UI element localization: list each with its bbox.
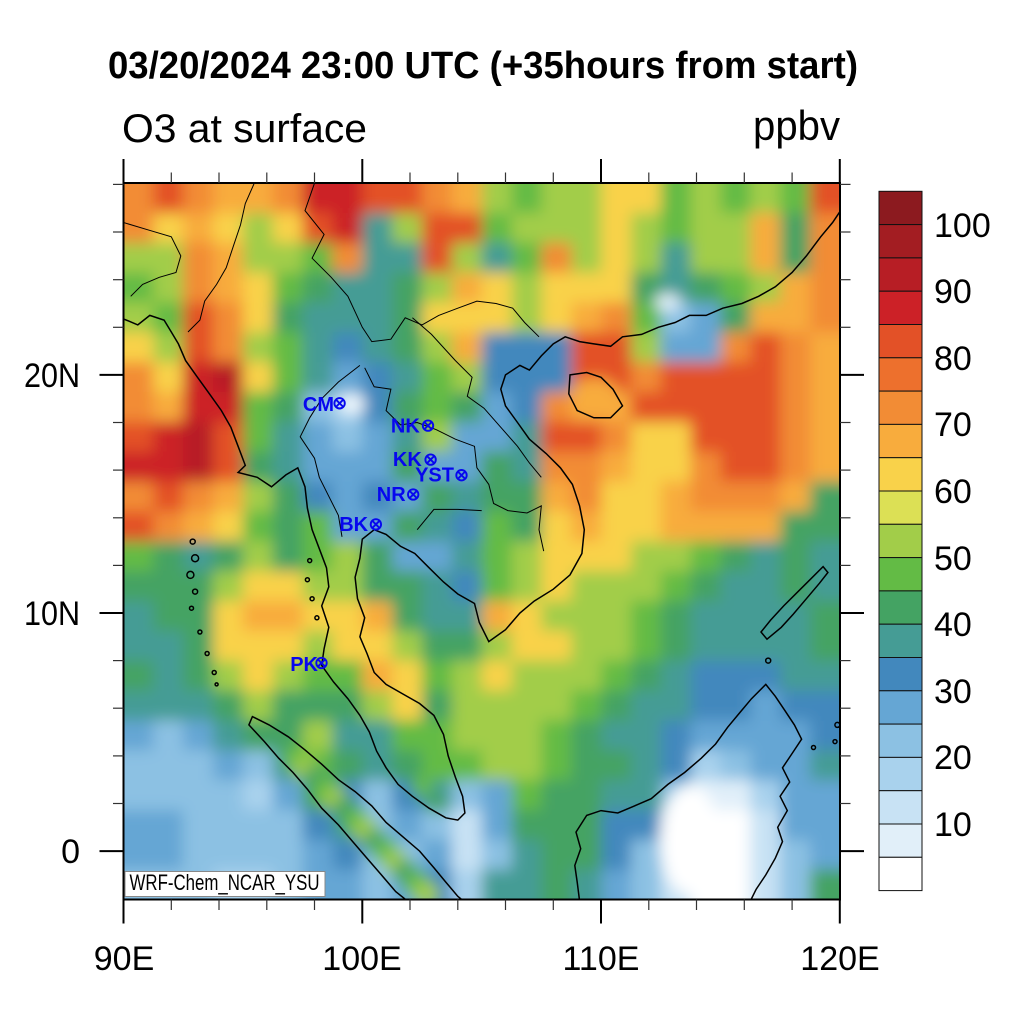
svg-text:90: 90: [934, 273, 972, 311]
svg-text:YST: YST: [415, 465, 454, 487]
svg-text:110E: 110E: [563, 940, 640, 978]
svg-text:10: 10: [934, 806, 972, 844]
svg-text:WRF-Chem_NCAR_YSU: WRF-Chem_NCAR_YSU: [130, 870, 320, 895]
svg-text:70: 70: [934, 406, 972, 444]
svg-text:KK: KK: [393, 449, 422, 471]
svg-text:120E: 120E: [800, 940, 879, 978]
svg-text:80: 80: [934, 340, 972, 378]
svg-text:03/20/2024 23:00 UTC (+35hours: 03/20/2024 23:00 UTC (+35hours from star…: [108, 45, 858, 87]
svg-text:100: 100: [934, 207, 991, 245]
svg-text:20N: 20N: [24, 357, 80, 395]
svg-text:0: 0: [61, 833, 80, 871]
svg-text:90E: 90E: [94, 940, 155, 978]
svg-text:60: 60: [934, 473, 972, 511]
svg-text:100E: 100E: [322, 940, 401, 978]
svg-text:30: 30: [934, 673, 972, 711]
svg-text:CM: CM: [303, 394, 334, 416]
svg-text:PK: PK: [290, 654, 318, 676]
svg-text:ppbv: ppbv: [753, 102, 840, 149]
svg-text:40: 40: [934, 606, 972, 644]
svg-text:20: 20: [934, 739, 972, 777]
svg-text:NK: NK: [391, 416, 420, 438]
svg-text:BK: BK: [339, 514, 368, 536]
svg-text:NR: NR: [377, 484, 406, 506]
svg-text:50: 50: [934, 540, 972, 578]
svg-text:10N: 10N: [24, 595, 80, 633]
svg-text:O3 at surface: O3 at surface: [122, 107, 367, 151]
